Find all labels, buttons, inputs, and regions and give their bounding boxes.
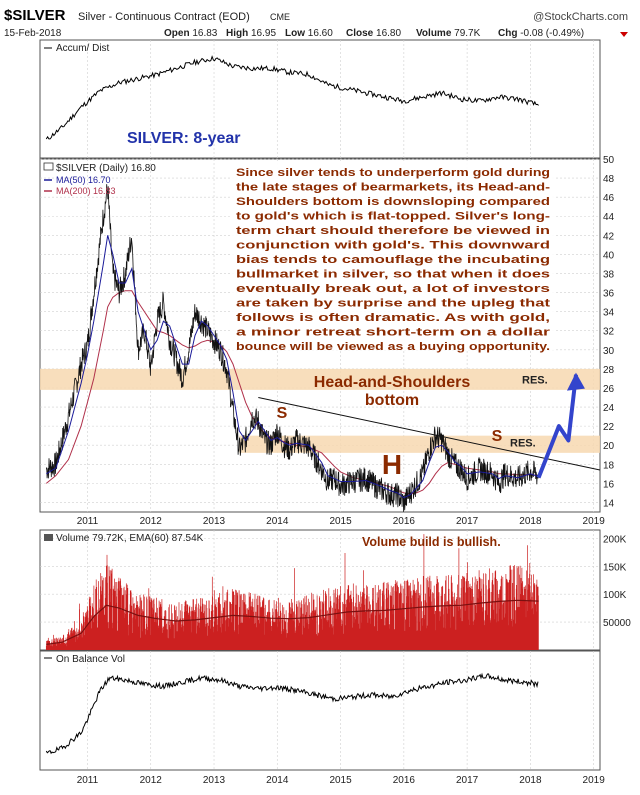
commentary-line-1: the late stages of bearmarkets, its Head… [236, 182, 550, 194]
volume-legend: Volume 79.72K, EMA(60) 87.54K [56, 533, 204, 544]
price-x-tick-2011: 2011 [77, 516, 99, 527]
obv-legend: On Balance Vol [56, 654, 125, 665]
price-x-tick-2012: 2012 [140, 516, 163, 527]
commentary-line-7: bullmarket in silver, so that when it do… [236, 269, 550, 281]
commentary-line-10: follows is often dramatic. As with gold, [236, 312, 550, 324]
accum-dist-panel [39, 39, 601, 159]
left-shoulder-annotation: S [277, 405, 288, 422]
header-ohlc-2: Low 16.60 [285, 28, 333, 39]
header-brand: @StockCharts.com [533, 11, 628, 23]
resistance-zone-1 [239, 435, 601, 453]
price-y-tick-28: 28 [603, 365, 615, 376]
commentary-line-6: bias tends to camouflage the incubating [236, 254, 550, 266]
accum-dist-line [45, 55, 539, 140]
price-y-tick-48: 48 [603, 174, 615, 185]
obv-x-tick-2017: 2017 [456, 775, 479, 786]
commentary-line-3: to gold's which is flat-topped. Silver's… [236, 211, 550, 223]
resistance-label-lower: RES. [510, 437, 536, 449]
price-x-tick-2013: 2013 [203, 516, 226, 527]
obv-x-tick-2018: 2018 [519, 775, 542, 786]
obv-x-tick-2013: 2013 [203, 775, 226, 786]
chg-down-icon [620, 32, 628, 37]
volume-annotation: Volume build is bullish. [362, 535, 501, 549]
obv-x-tick-2012: 2012 [140, 775, 163, 786]
price-y-tick-20: 20 [603, 441, 615, 452]
volume-ema60-line [46, 599, 539, 645]
commentary-line-5: conjunction with gold's. This downward [236, 240, 550, 252]
price-x-tick-2019: 2019 [583, 516, 606, 527]
price-y-tick-36: 36 [603, 289, 615, 300]
volume-y-tick-0: 50000 [603, 618, 631, 629]
price-x-tick-2017: 2017 [456, 516, 479, 527]
price-line [45, 184, 539, 512]
price-y-tick-24: 24 [603, 403, 615, 414]
volume-legend-icon [44, 534, 53, 541]
obv-x-tick-2011: 2011 [77, 775, 99, 786]
ma50-line [46, 235, 539, 499]
header-description: Silver - Continuous Contract (EOD) [78, 11, 250, 23]
commentary-line-11: a minor retreat short-term on a dollar [236, 327, 551, 339]
accum-dist-legend: Accum/ Dist [56, 43, 110, 54]
resistance-label-upper: RES. [522, 374, 548, 386]
price-y-tick-38: 38 [603, 269, 615, 280]
breakout-arrowhead-icon [566, 372, 585, 391]
price-y-tick-18: 18 [603, 460, 615, 471]
price-y-tick-44: 44 [603, 212, 615, 223]
commentary-line-0: Since silver tends to underperform gold … [236, 167, 550, 179]
price-y-tick-30: 30 [603, 346, 615, 357]
price-y-tick-42: 42 [603, 231, 615, 242]
commentary-line-8: eventually break out, a lot of investors [236, 283, 550, 295]
price-x-tick-2018: 2018 [519, 516, 542, 527]
price-legend-symbol: $SILVER (Daily) 16.80 [56, 163, 156, 174]
header-date: 15-Feb-2018 [4, 28, 62, 39]
obv-x-tick-2019: 2019 [583, 775, 606, 786]
price-y-tick-16: 16 [603, 479, 615, 490]
header-ohlc-3: Close 16.80 [346, 28, 401, 39]
header-symbol: $SILVER [4, 7, 66, 24]
price-y-tick-40: 40 [603, 250, 615, 261]
volume-y-tick-1: 100K [603, 590, 627, 601]
header-ohlc-4: Volume 79.7K [416, 28, 481, 39]
obv-x-tick-2014: 2014 [266, 775, 289, 786]
price-y-tick-26: 26 [603, 384, 615, 395]
commentary-line-12: bounce will be viewed as a buying opport… [236, 341, 550, 353]
commentary-box [232, 162, 554, 350]
price-x-tick-2016: 2016 [393, 516, 416, 527]
commentary-line-9: are taken by surprise and the upleg that [236, 298, 550, 310]
obv-panel [39, 650, 601, 771]
obv-line [45, 672, 539, 755]
head-annotation: H [382, 449, 402, 480]
volume-bars [45, 534, 539, 650]
price-y-tick-14: 14 [603, 498, 615, 509]
breakout-arrow [536, 374, 578, 479]
neckline-trendline [258, 397, 601, 471]
obv-x-tick-2016: 2016 [393, 775, 416, 786]
commentary-line-4: term chart should therefore be viewed in [236, 225, 550, 237]
ma50-legend-label: MA(50) 16.70 [56, 175, 111, 185]
volume-y-tick-3: 200K [603, 534, 627, 545]
price-y-tick-32: 32 [603, 327, 615, 338]
obv-x-tick-2015: 2015 [329, 775, 352, 786]
hs-title-annotation: Head-and-Shoulders [314, 374, 471, 391]
hs-bottom-annotation: bottom [365, 392, 419, 409]
price-y-tick-22: 22 [603, 422, 615, 433]
right-shoulder-annotation: S [492, 428, 503, 445]
volume-y-tick-2: 150K [603, 562, 627, 573]
price-y-tick-34: 34 [603, 308, 615, 319]
price-legend-icon [43, 162, 54, 171]
price-y-tick-50: 50 [603, 155, 615, 166]
header-ohlc-0: Open 16.83 [164, 28, 218, 39]
header-chg: Chg -0.08 (-0.49%) [498, 28, 584, 39]
price-x-tick-2015: 2015 [329, 516, 352, 527]
price-x-tick-2014: 2014 [266, 516, 289, 527]
ma200-legend-label: MA(200) 16.83 [56, 186, 116, 196]
header-ohlc-1: High 16.95 [226, 28, 276, 39]
accum-dist-annotation: SILVER: 8-year [127, 130, 241, 147]
price-y-tick-46: 46 [603, 193, 615, 204]
commentary-line-2: Shoulders bottom is downsloping compared [236, 196, 550, 208]
header-exchange: CME [270, 12, 290, 22]
